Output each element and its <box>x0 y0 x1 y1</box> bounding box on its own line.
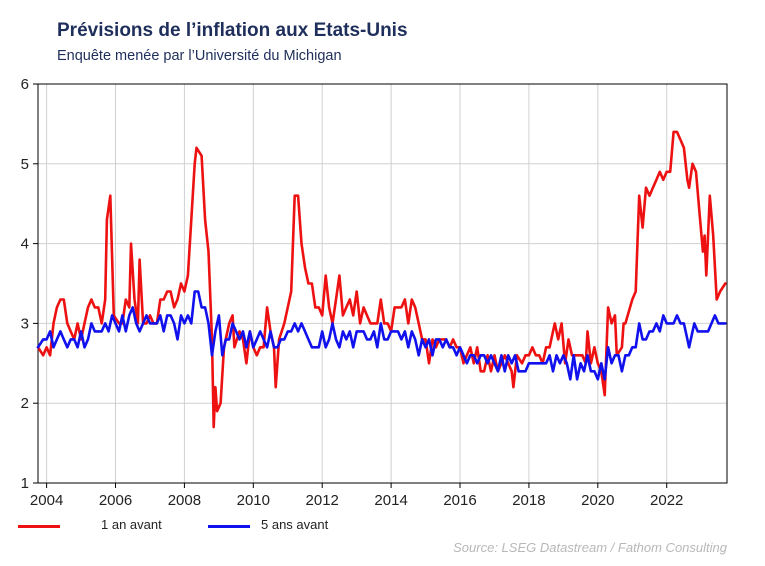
y-tick-label-6: 6 <box>21 76 29 93</box>
series-line-1-an-avant <box>36 130 727 429</box>
legend-swatch-5-ans-avant <box>208 525 250 528</box>
x-tick-label-2010: 2010 <box>237 492 270 509</box>
x-tick-label-2016: 2016 <box>443 492 476 509</box>
axis-ticks: 1 2 3 4 5 6 2004 2006 2008 2010 2012 2014 2016 2018 20… <box>21 76 684 509</box>
source-note: Source: LSEG Datastream / Fathom Consult… <box>453 540 727 555</box>
chart-subtitle: Enquête menée par l’Université du Michig… <box>57 48 342 64</box>
x-tick-label-2018: 2018 <box>512 492 545 509</box>
y-tick-label-3: 3 <box>21 315 29 332</box>
plot-frame <box>37 83 728 484</box>
x-tick-label-2008: 2008 <box>168 492 201 509</box>
legend-label-1-an-avant: 1 an avant <box>101 517 162 532</box>
series-line-5-ans-avant <box>36 290 727 381</box>
legend-label-5-ans-avant: 5 ans avant <box>261 517 329 532</box>
y-tick-label-1: 1 <box>21 475 29 492</box>
x-tick-label-2020: 2020 <box>581 492 614 509</box>
series-lines <box>36 130 727 429</box>
legend-swatch-1-an-avant <box>18 525 60 528</box>
legend: 1 an avant 5 ans avant <box>18 516 438 536</box>
y-tick-label-2: 2 <box>21 395 29 412</box>
x-tick-label-2006: 2006 <box>99 492 132 509</box>
chart-title: Prévisions de l’inflation aux Etats-Unis <box>57 20 408 41</box>
x-tick-label-2012: 2012 <box>306 492 339 509</box>
y-tick-label-5: 5 <box>21 156 29 173</box>
y-tick-label-4: 4 <box>21 236 29 253</box>
x-tick-label-2014: 2014 <box>374 492 407 509</box>
x-tick-label-2004: 2004 <box>30 492 63 509</box>
x-tick-label-2022: 2022 <box>650 492 683 509</box>
